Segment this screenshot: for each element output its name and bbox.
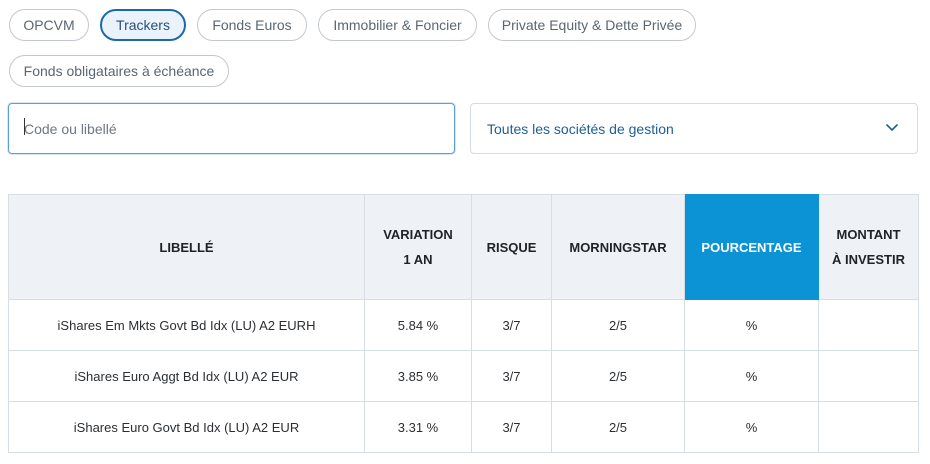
morningstar-value: 2/5 xyxy=(551,401,685,453)
fund-name-link[interactable]: iShares Em Mkts Govt Bd Idx (LU) A2 EURH xyxy=(8,299,365,351)
risk-value: 3/7 xyxy=(471,350,552,402)
category-tabs: OPCVM Trackers Fonds Euros Immobilier & … xyxy=(0,0,930,100)
column-header-name: LIBELLÉ xyxy=(8,194,365,300)
morningstar-value: 2/5 xyxy=(551,350,685,402)
fund-name-link[interactable]: iShares Euro Govt Bd Idx (LU) A2 EUR xyxy=(8,401,365,453)
column-header-percentage: POURCENTAGE xyxy=(684,194,819,300)
table-row: iShares Euro Govt Bd Idx (LU) A2 EUR 3.3… xyxy=(8,401,919,453)
tab-fonds-euros[interactable]: Fonds Euros xyxy=(197,9,307,41)
funds-table: LIBELLÉ VARIATION 1 AN RISQUE MORNINGSTA… xyxy=(8,194,919,453)
column-header-amount: MONTANT À INVESTIR xyxy=(818,194,919,300)
percentage-input[interactable]: % xyxy=(684,299,819,351)
variation-value: 3.85 % xyxy=(364,350,472,402)
tab-immobilier-foncier[interactable]: Immobilier & Foncier xyxy=(318,9,477,41)
morningstar-value: 2/5 xyxy=(551,299,685,351)
tab-fonds-obligataires-echeance[interactable]: Fonds obligataires à échéance xyxy=(9,55,229,87)
risk-value: 3/7 xyxy=(471,299,552,351)
percentage-input[interactable]: % xyxy=(684,350,819,402)
table-row: iShares Euro Aggt Bd Idx (LU) A2 EUR 3.8… xyxy=(8,350,919,402)
variation-value: 5.84 % xyxy=(364,299,472,351)
tab-opcvm[interactable]: OPCVM xyxy=(9,9,89,41)
amount-cell[interactable] xyxy=(818,299,919,351)
percentage-input[interactable]: % xyxy=(684,401,819,453)
management-company-select-value: Toutes les sociétés de gestion xyxy=(487,121,674,137)
text-cursor xyxy=(24,118,25,135)
column-header-risk: RISQUE xyxy=(471,194,552,300)
amount-cell[interactable] xyxy=(818,401,919,453)
tab-trackers[interactable]: Trackers xyxy=(100,9,186,41)
table-row: iShares Em Mkts Govt Bd Idx (LU) A2 EURH… xyxy=(8,299,919,351)
table-header-row: LIBELLÉ VARIATION 1 AN RISQUE MORNINGSTA… xyxy=(8,194,919,300)
fund-name-link[interactable]: iShares Euro Aggt Bd Idx (LU) A2 EUR xyxy=(8,350,365,402)
risk-value: 3/7 xyxy=(471,401,552,453)
management-company-select[interactable]: Toutes les sociétés de gestion xyxy=(470,103,918,154)
amount-cell[interactable] xyxy=(818,350,919,402)
variation-value: 3.31 % xyxy=(364,401,472,453)
search-input[interactable] xyxy=(8,103,455,154)
column-header-variation: VARIATION 1 AN xyxy=(364,194,472,300)
tab-private-equity-dette-privee[interactable]: Private Equity & Dette Privée xyxy=(488,9,696,41)
column-header-morningstar: MORNINGSTAR xyxy=(551,194,685,300)
chevron-down-icon xyxy=(886,124,898,131)
